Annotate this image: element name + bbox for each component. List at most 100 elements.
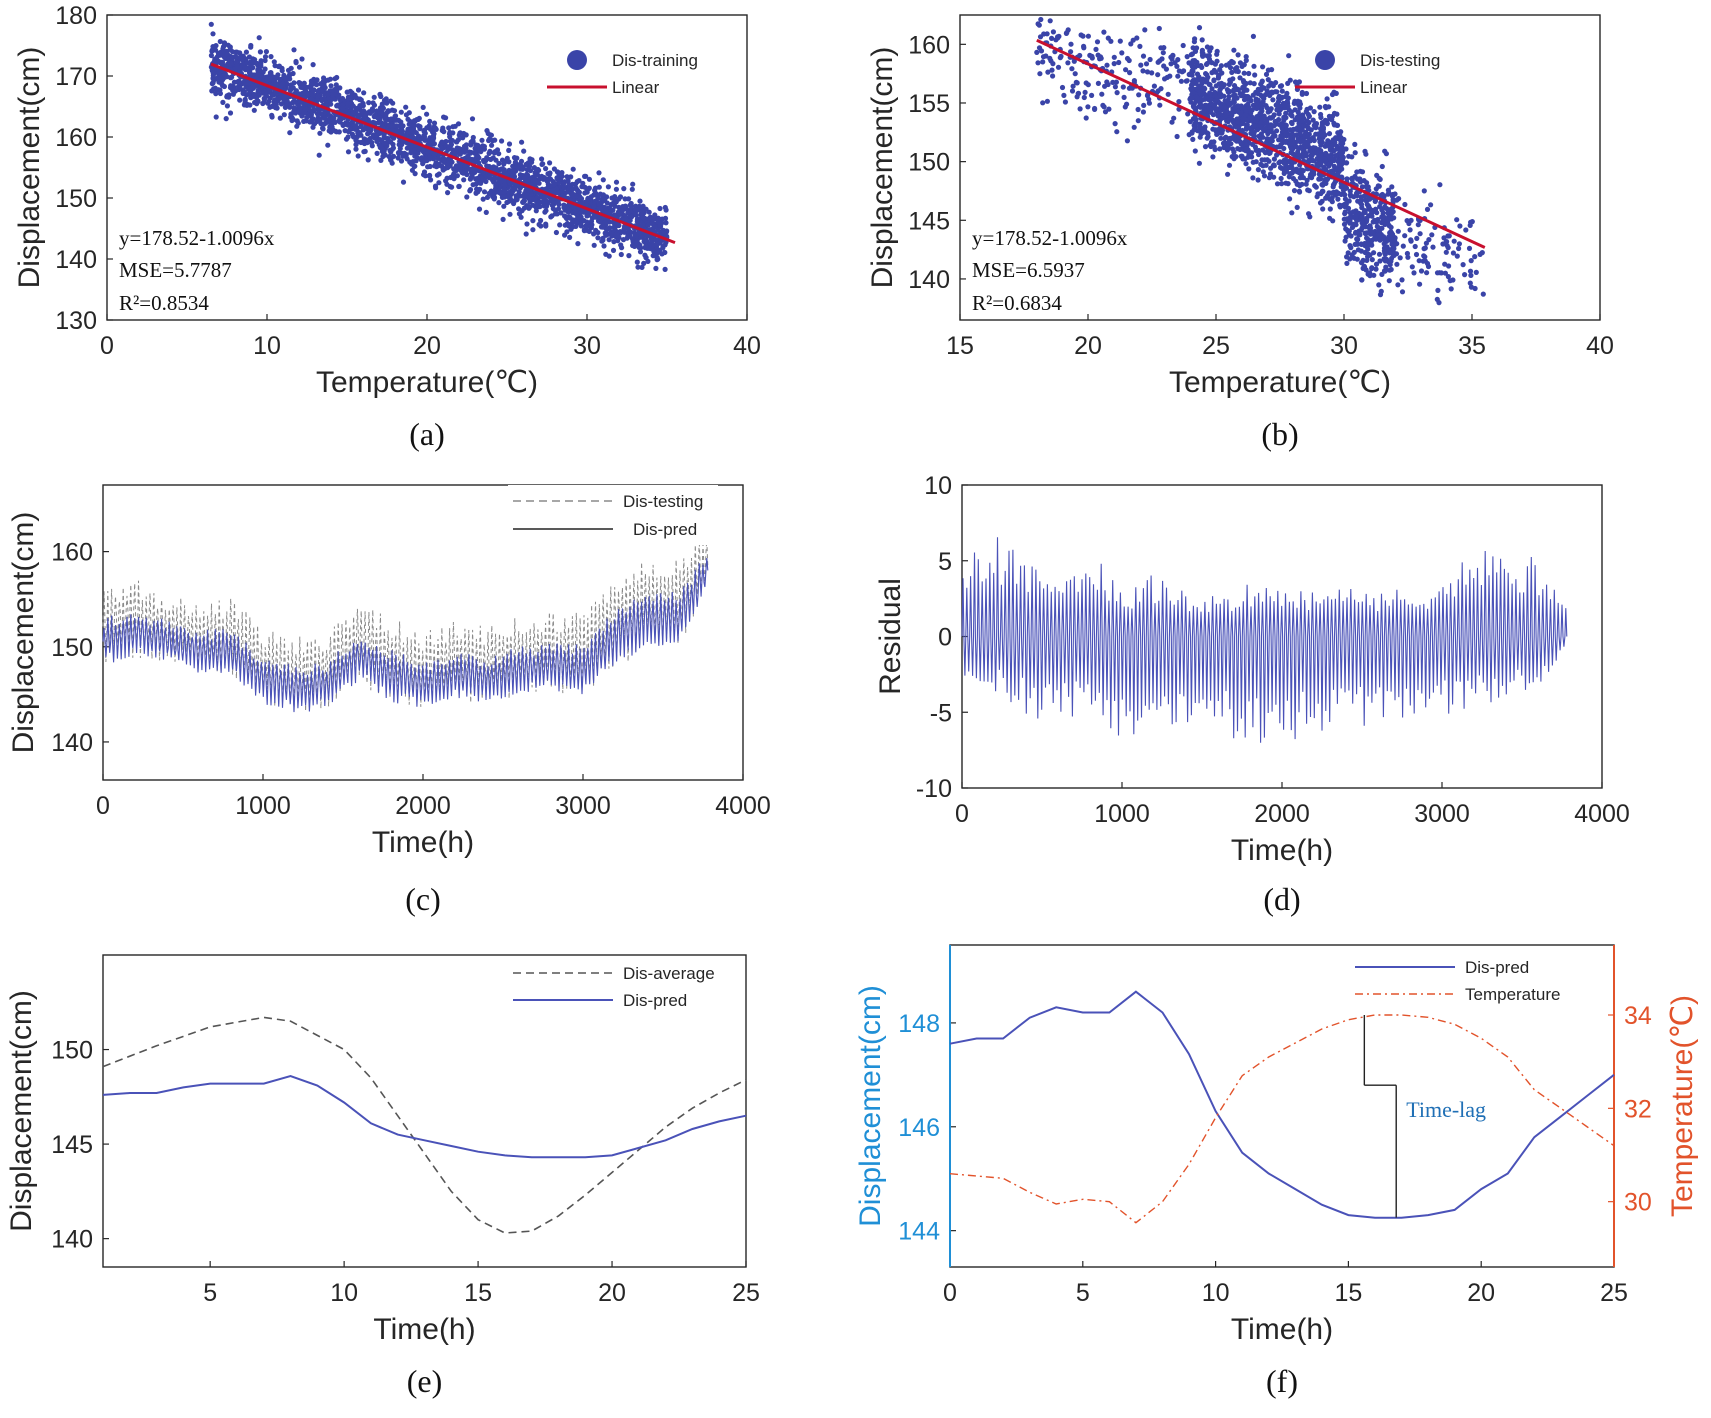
data-point xyxy=(1249,154,1255,160)
data-point xyxy=(326,116,332,122)
data-point xyxy=(1212,98,1218,104)
data-point xyxy=(1126,57,1132,64)
data-point xyxy=(371,102,378,108)
data-point xyxy=(212,86,219,92)
data-point xyxy=(1318,152,1324,158)
data-point xyxy=(379,110,385,116)
data-point xyxy=(420,104,426,110)
data-point xyxy=(1371,272,1377,278)
data-point xyxy=(1447,278,1453,284)
data-point xyxy=(1289,120,1295,127)
data-point xyxy=(308,96,315,102)
x-axis-label: Temperature(℃) xyxy=(316,366,538,399)
data-point xyxy=(1317,104,1323,110)
data-point xyxy=(1071,58,1077,64)
data-point xyxy=(1036,22,1042,28)
data-point xyxy=(551,181,557,188)
data-point xyxy=(239,56,245,63)
fit-equation: y=178.52-1.0096x xyxy=(972,226,1128,250)
data-point xyxy=(406,110,412,116)
data-point xyxy=(487,148,493,154)
legend-label: Dis-pred xyxy=(633,520,697,539)
data-point xyxy=(1303,90,1310,97)
data-point xyxy=(472,149,478,155)
data-point xyxy=(636,244,642,250)
data-point xyxy=(1126,85,1132,91)
data-point xyxy=(1416,258,1422,264)
data-point xyxy=(555,176,561,182)
data-point xyxy=(414,155,421,161)
data-point xyxy=(1243,125,1250,131)
data-point xyxy=(1232,92,1238,98)
data-point xyxy=(241,80,247,86)
data-point xyxy=(1442,261,1448,267)
data-point xyxy=(1318,111,1324,118)
data-point xyxy=(1371,250,1377,256)
data-point xyxy=(591,231,597,237)
data-point xyxy=(291,80,297,86)
fit-line xyxy=(1036,38,1486,249)
data-point xyxy=(455,121,462,127)
data-point xyxy=(535,166,541,173)
data-point xyxy=(227,60,233,66)
data-point xyxy=(1294,181,1300,187)
series-residual xyxy=(961,537,1568,743)
data-point xyxy=(314,97,320,103)
data-point xyxy=(1227,65,1234,71)
data-point xyxy=(1290,175,1296,182)
data-point xyxy=(606,219,613,225)
data-point xyxy=(1214,51,1220,57)
data-point xyxy=(376,142,382,148)
data-point xyxy=(1359,184,1365,190)
data-point xyxy=(244,66,250,72)
data-point xyxy=(1207,142,1213,148)
data-point xyxy=(1104,79,1110,85)
data-point xyxy=(1264,157,1270,163)
data-point xyxy=(527,204,533,210)
y-tick-label: 140 xyxy=(55,246,97,274)
data-point xyxy=(1101,29,1107,35)
data-point xyxy=(271,59,277,65)
y-tick-label: 140 xyxy=(51,729,93,757)
data-point xyxy=(1155,72,1161,78)
data-point xyxy=(1369,265,1375,272)
legend-label: Dis-pred xyxy=(1465,958,1529,977)
data-point xyxy=(573,219,579,225)
data-point xyxy=(1367,225,1374,231)
data-point xyxy=(1390,252,1396,258)
data-point xyxy=(340,105,346,111)
data-point xyxy=(400,153,406,159)
data-point xyxy=(624,235,630,241)
data-point xyxy=(1376,251,1383,257)
data-point xyxy=(1428,202,1434,208)
data-point xyxy=(321,83,327,89)
data-point xyxy=(355,87,362,93)
data-point xyxy=(336,129,342,135)
data-point xyxy=(1266,175,1272,181)
x-tick-label: 5 xyxy=(203,1279,217,1307)
data-point xyxy=(1358,194,1364,200)
data-point xyxy=(497,178,503,184)
legend-label: Dis-average xyxy=(623,964,715,983)
data-point xyxy=(1197,89,1203,95)
data-point xyxy=(1270,130,1276,136)
fit-equation: y=178.52-1.0096x xyxy=(119,226,275,250)
data-point xyxy=(246,86,252,92)
data-point xyxy=(1311,109,1317,115)
data-point xyxy=(454,173,460,179)
y-tick-label: 146 xyxy=(898,1114,940,1142)
data-point xyxy=(1112,121,1118,127)
data-point xyxy=(1430,244,1436,250)
data-point xyxy=(637,249,644,255)
data-point xyxy=(489,142,495,148)
data-point xyxy=(352,125,358,131)
data-point xyxy=(1208,97,1214,103)
data-point xyxy=(337,85,343,91)
data-point xyxy=(309,116,315,122)
data-point xyxy=(1329,91,1336,98)
data-point xyxy=(271,99,277,105)
data-point xyxy=(577,194,583,200)
data-point xyxy=(1299,168,1305,174)
data-point xyxy=(1306,119,1312,126)
